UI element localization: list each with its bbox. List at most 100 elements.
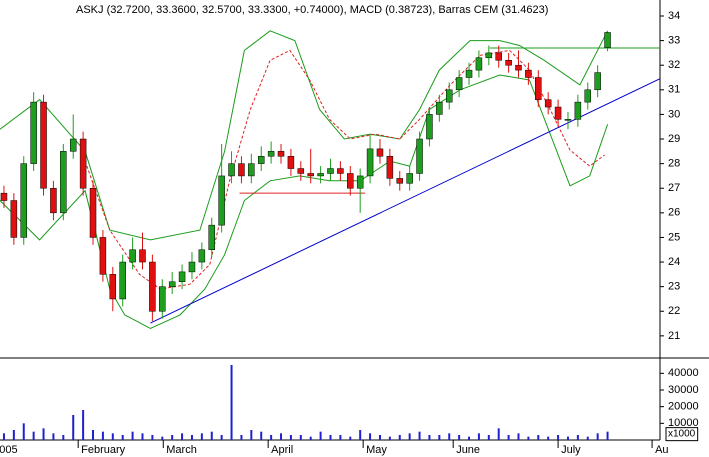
candle-body [99, 237, 107, 275]
volume-bar [428, 435, 431, 440]
volume-unit-label: x1000 [668, 429, 696, 440]
candle-body [149, 261, 156, 312]
candle-body [594, 72, 601, 91]
candle-body [396, 178, 404, 184]
candle-body [376, 148, 384, 157]
candle-body [544, 99, 552, 108]
volume-bar [200, 433, 203, 440]
volume-bar [596, 433, 599, 440]
volume-bar [299, 435, 302, 440]
candle-body [574, 101, 582, 120]
y-tick-label: 34 [668, 10, 680, 22]
volume-bar [576, 435, 579, 440]
candle-body [455, 77, 463, 91]
volume-bar [438, 435, 441, 440]
volume-bar [190, 435, 193, 440]
volume-bar [22, 423, 25, 440]
volume-bar [477, 433, 480, 440]
y-tick-label: 29 [668, 133, 680, 145]
overlay-line [84, 49, 605, 290]
candle-body [238, 163, 245, 177]
volume-bar [32, 431, 35, 440]
volume-bar [606, 431, 609, 440]
volume-tick-label: 20000 [668, 401, 699, 413]
overlay-line [0, 74, 609, 330]
volume-bar [82, 410, 85, 440]
candle-body [564, 119, 572, 121]
x-tick-label: April [271, 444, 293, 456]
candle-body [505, 60, 512, 66]
candle-body [436, 101, 443, 115]
volume-bar [537, 435, 540, 440]
y-tick-label: 21 [668, 330, 680, 342]
volume-bar [329, 435, 332, 440]
candle-body [416, 138, 423, 174]
volume-bar [487, 435, 490, 440]
candle-body [79, 138, 87, 189]
candle-body [337, 168, 344, 174]
volume-bar [181, 433, 184, 440]
candle-body [198, 249, 206, 263]
volume-bar [171, 435, 174, 440]
volume-bar [101, 431, 104, 440]
volume-bar [12, 430, 15, 440]
y-tick-label: 31 [668, 84, 680, 96]
candle-body [10, 200, 18, 238]
volume-bar [280, 433, 283, 440]
candle-body [119, 261, 126, 300]
candle-body [287, 155, 295, 169]
volume-bar [270, 435, 273, 440]
candle-body [535, 77, 542, 100]
chart-title: ASKJ (32.7200, 33.3600, 32.5700, 33.3300… [76, 4, 548, 16]
x-tick-label: February [81, 444, 126, 456]
volume-bar [289, 435, 292, 440]
volume-bar [448, 433, 451, 440]
candle-body [20, 163, 27, 238]
candle-body [347, 173, 354, 189]
volume-bar [339, 435, 342, 440]
overlay-line [0, 30, 609, 241]
candle-body [248, 163, 255, 177]
candle-body [525, 69, 532, 78]
candle-body [584, 89, 592, 103]
candle-body [356, 175, 364, 189]
volume-bar [161, 436, 164, 440]
volume-bar [547, 436, 550, 440]
candle-body [208, 224, 216, 250]
candle-body [366, 148, 374, 177]
candle-body [60, 151, 67, 214]
candle-body [257, 155, 265, 164]
candle-body [0, 192, 8, 201]
volume-bar [468, 436, 471, 440]
volume-bar [458, 435, 461, 440]
candle-body [129, 249, 136, 263]
y-tick-label: 22 [668, 305, 680, 317]
volume-bar [72, 415, 75, 440]
y-tick-label: 26 [668, 207, 680, 219]
volume-tick-label: 10000 [668, 417, 699, 429]
x-tick-label: 2005 [0, 444, 18, 456]
candle-body [277, 151, 285, 157]
volume-bar [210, 431, 213, 440]
candle-body [178, 271, 186, 282]
candle-body [50, 187, 57, 214]
candle-body [267, 151, 275, 157]
x-tick-label: Au [655, 444, 668, 456]
candle-body [317, 173, 324, 177]
volume-bar [42, 428, 45, 440]
volume-bar [507, 435, 510, 440]
volume-bar [359, 430, 362, 440]
volume-bar [388, 436, 391, 440]
candle-body [485, 52, 493, 59]
volume-bar [369, 433, 372, 440]
volume-bar [220, 435, 223, 440]
volume-bar [260, 431, 263, 440]
candle-body [426, 114, 433, 140]
x-tick-label: June [456, 444, 480, 456]
volume-bar [497, 428, 500, 440]
y-tick-label: 23 [668, 281, 680, 293]
volume-bar [418, 431, 421, 440]
volume-bar [92, 430, 95, 440]
candle-body [69, 138, 77, 152]
